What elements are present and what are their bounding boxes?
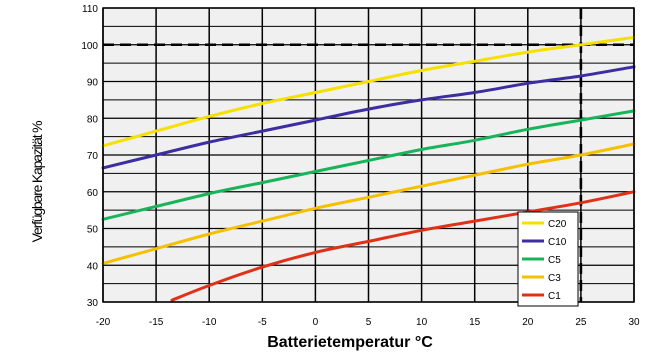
y-tick-label: 100 — [81, 41, 98, 52]
series-line-c1 — [170, 190, 636, 302]
y-tick-labels: 30 40 50 60 70 80 90 100 110 — [81, 4, 98, 309]
legend-label-c1: C1 — [548, 291, 561, 302]
legend-label-c5: C5 — [548, 255, 561, 266]
series-line-c3 — [101, 142, 636, 265]
y-tick-label: 60 — [87, 188, 99, 199]
x-tick-label: 10 — [416, 317, 428, 328]
x-tick-label: 0 — [313, 317, 319, 328]
x-tick-label: -5 — [258, 317, 267, 328]
legend-label-c3: C3 — [548, 273, 561, 284]
x-tick-label: 20 — [522, 317, 534, 328]
y-tick-label: 80 — [87, 114, 99, 125]
x-tick-label: -15 — [149, 317, 164, 328]
x-tick-labels: -20 -15 -10 -5 0 5 10 15 20 25 30 — [96, 317, 640, 328]
plot-frame — [102, 7, 635, 303]
y-tick-label: 30 — [87, 298, 99, 309]
x-tick-label: -20 — [96, 317, 111, 328]
series-lines — [101, 35, 636, 302]
y-tick-label: 40 — [87, 261, 99, 272]
legend-label-c10: C10 — [548, 237, 567, 248]
x-axis-title: Batterietemperatur °C — [267, 334, 433, 351]
plot-border — [102, 7, 635, 303]
legend-label-c20: C20 — [548, 219, 567, 230]
y-tick-label: 110 — [82, 4, 98, 15]
series-line-c20 — [101, 35, 636, 148]
y-tick-label: 90 — [87, 78, 99, 89]
series-line-c10 — [101, 65, 636, 170]
x-tick-label: 30 — [628, 317, 640, 328]
series-line-c5 — [101, 109, 636, 221]
y-tick-label: 50 — [87, 225, 99, 236]
x-tick-label: -10 — [202, 317, 217, 328]
y-tick-label: 70 — [87, 151, 99, 162]
x-tick-label: 15 — [469, 317, 481, 328]
legend: C20 C10 C5 C3 C1 — [517, 211, 579, 307]
x-tick-label: 25 — [575, 317, 587, 328]
x-tick-label: 5 — [366, 317, 372, 328]
y-axis-title: Verfügbare Kapazität % — [29, 121, 45, 242]
